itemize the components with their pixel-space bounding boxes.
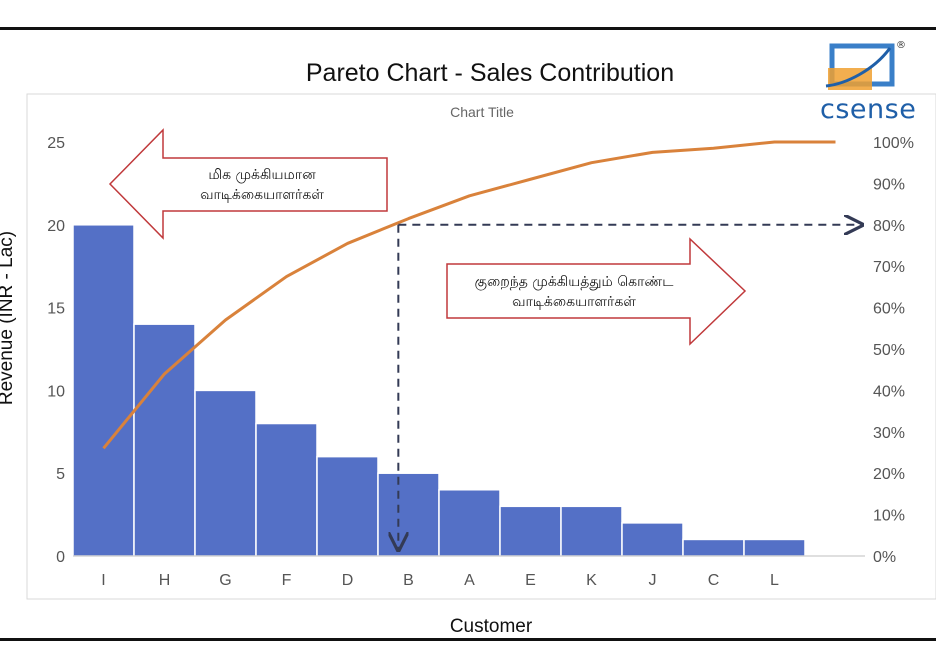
bottom-border: [0, 638, 936, 641]
x-tick-label: I: [101, 572, 105, 589]
bar-H: [133, 323, 196, 557]
x-tick-label: H: [159, 572, 171, 589]
left-arrow-line1: மிக முக்கியமான: [208, 167, 316, 183]
y2-tick-label: 30%: [873, 425, 905, 442]
bar-G: [194, 389, 257, 557]
right-arrow-line2: வாடிக்கையாளர்கள்: [512, 294, 636, 310]
cumulative-percent-line: [102, 140, 836, 450]
x-tick-label: K: [586, 572, 597, 589]
bar-K: [560, 505, 623, 557]
x-tick-label: D: [342, 572, 354, 589]
x-axis-label: Customer: [450, 616, 533, 637]
bar-B: [377, 472, 440, 557]
y-axis-label: Revenue (INR - Lac): [0, 231, 17, 405]
right-arrow-line1: குறைந்த முக்கியத்தும் கொண்ட: [475, 274, 674, 291]
bar-I: [72, 224, 135, 557]
y2-tick-label: 60%: [873, 301, 905, 318]
svg-text:®: ®: [896, 40, 906, 51]
y-tick-label: 5: [56, 466, 65, 483]
bar-D: [316, 455, 379, 557]
y-tick-label: 0: [56, 549, 65, 566]
y2-tick-label: 80%: [873, 218, 905, 235]
y2-tick-label: 10%: [873, 508, 905, 525]
bar-J: [621, 522, 684, 557]
bar-L: [743, 538, 806, 557]
left-arrow-shape: [108, 128, 388, 240]
y2-tick-label: 100%: [873, 135, 914, 152]
y-tick-label: 25: [47, 135, 65, 152]
csense-logo: ®: [825, 40, 906, 90]
bar-E: [499, 505, 562, 557]
x-tick-label: A: [464, 572, 475, 589]
y-tick-label: 20: [47, 218, 65, 235]
plot-area-border: [26, 93, 936, 600]
bar-F: [255, 422, 318, 557]
y2-tick-label: 0%: [873, 549, 896, 566]
x-tick-label: G: [219, 572, 231, 589]
y2-tick-label: 20%: [873, 466, 905, 483]
y2-tick-label: 50%: [873, 342, 905, 359]
x-tick-label: L: [770, 572, 779, 589]
right-arrow-shape: [446, 237, 747, 346]
y2-tick-label: 90%: [873, 176, 905, 193]
bar-C: [682, 538, 745, 557]
y2-tick-label: 40%: [873, 383, 905, 400]
x-tick-label: J: [649, 572, 657, 589]
x-tick-label: C: [708, 572, 720, 589]
bar-A: [438, 489, 501, 557]
y2-tick-label: 70%: [873, 259, 905, 276]
top-border: [0, 27, 936, 30]
y-tick-label: 15: [47, 301, 65, 318]
x-tick-label: E: [525, 572, 536, 589]
y-tick-label: 10: [47, 383, 65, 400]
chart-title: Pareto Chart - Sales Contribution: [306, 59, 674, 87]
logo-wordmark: csense: [820, 94, 917, 125]
x-tick-label: B: [403, 572, 414, 589]
left-arrow-line2: வாடிக்கையாளர்கள்: [200, 187, 324, 203]
inner-chart-title: Chart Title: [450, 104, 514, 120]
x-tick-label: F: [282, 572, 292, 589]
